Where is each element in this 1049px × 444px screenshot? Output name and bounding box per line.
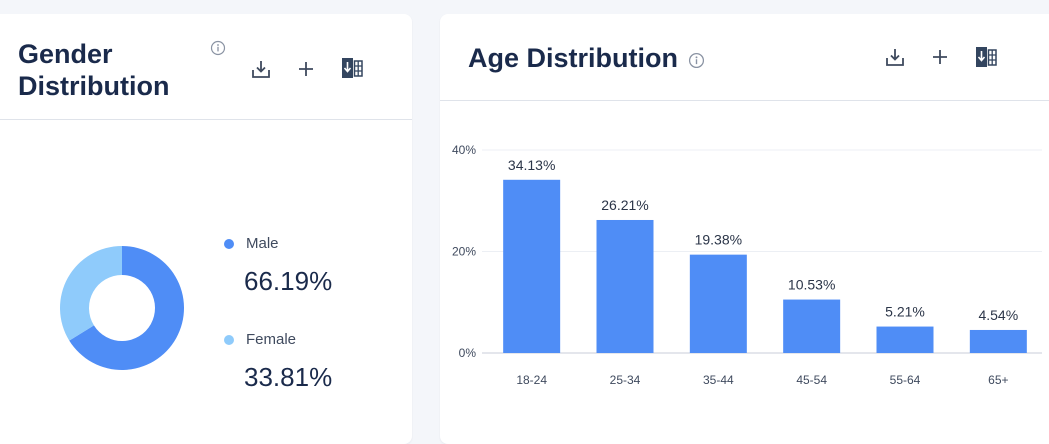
bar-value-label: 34.13%: [508, 157, 555, 173]
x-tick-label: 18-24: [516, 373, 547, 387]
donut-slice-female[interactable]: [60, 246, 122, 341]
download-icon[interactable]: [250, 58, 272, 80]
excel-export-icon[interactable]: [974, 45, 998, 69]
x-tick-label: 65+: [988, 373, 1008, 387]
gender-card-title: Gender Distribution: [18, 39, 170, 101]
x-tick-label: 25-34: [610, 373, 641, 387]
bar-value-label: 4.54%: [978, 307, 1018, 323]
gender-donut-chart: [60, 246, 185, 370]
bar-value-label: 10.53%: [788, 277, 835, 293]
legend-value-female: 33.81%: [244, 362, 333, 392]
bar-25-34[interactable]: [596, 219, 654, 353]
bar-value-label: 26.21%: [601, 197, 648, 213]
gender-distribution-card: Gender Distribution Male 66.19% Female 3…: [0, 14, 412, 444]
info-icon[interactable]: [210, 40, 226, 56]
age-bar-chart: 0% 20% 40% 34.13% 18-24 26.21% 25-34 19.38% 35-4…: [452, 143, 1042, 387]
legend-value-male: 66.19%: [244, 266, 333, 296]
bar-45-54[interactable]: [783, 299, 841, 353]
legend-dot-female: [224, 335, 234, 345]
bar-35-44[interactable]: [689, 254, 747, 353]
download-icon[interactable]: [884, 46, 906, 68]
x-tick-label: 35-44: [703, 373, 734, 387]
age-card-header: Age Distribution: [440, 14, 1049, 101]
bar-value-label: 19.38%: [695, 232, 742, 248]
bar-55-64[interactable]: [876, 326, 934, 353]
gender-card-header: Gender Distribution: [0, 14, 412, 120]
y-tick-label: 20%: [452, 245, 476, 259]
info-icon[interactable]: [688, 52, 705, 69]
legend-label-male: Male: [246, 235, 279, 252]
age-card-title: Age Distribution: [468, 43, 678, 73]
y-tick-label: 40%: [452, 143, 476, 157]
legend-dot-male: [224, 239, 234, 249]
bar-value-label: 5.21%: [885, 304, 925, 320]
bar-65+[interactable]: [969, 329, 1027, 353]
x-tick-label: 55-64: [890, 373, 921, 387]
age-distribution-card: Age Distribution 0% 20% 40% 34.13% 18-24 26.2…: [440, 14, 1049, 444]
plus-icon[interactable]: [297, 60, 315, 78]
x-tick-label: 45-54: [796, 373, 827, 387]
legend-label-female: Female: [246, 331, 297, 348]
y-tick-label: 0%: [459, 346, 477, 360]
bar-18-24[interactable]: [503, 179, 561, 353]
excel-export-icon[interactable]: [340, 56, 364, 80]
donut-slice-male[interactable]: [69, 246, 185, 370]
plus-icon[interactable]: [931, 48, 949, 66]
